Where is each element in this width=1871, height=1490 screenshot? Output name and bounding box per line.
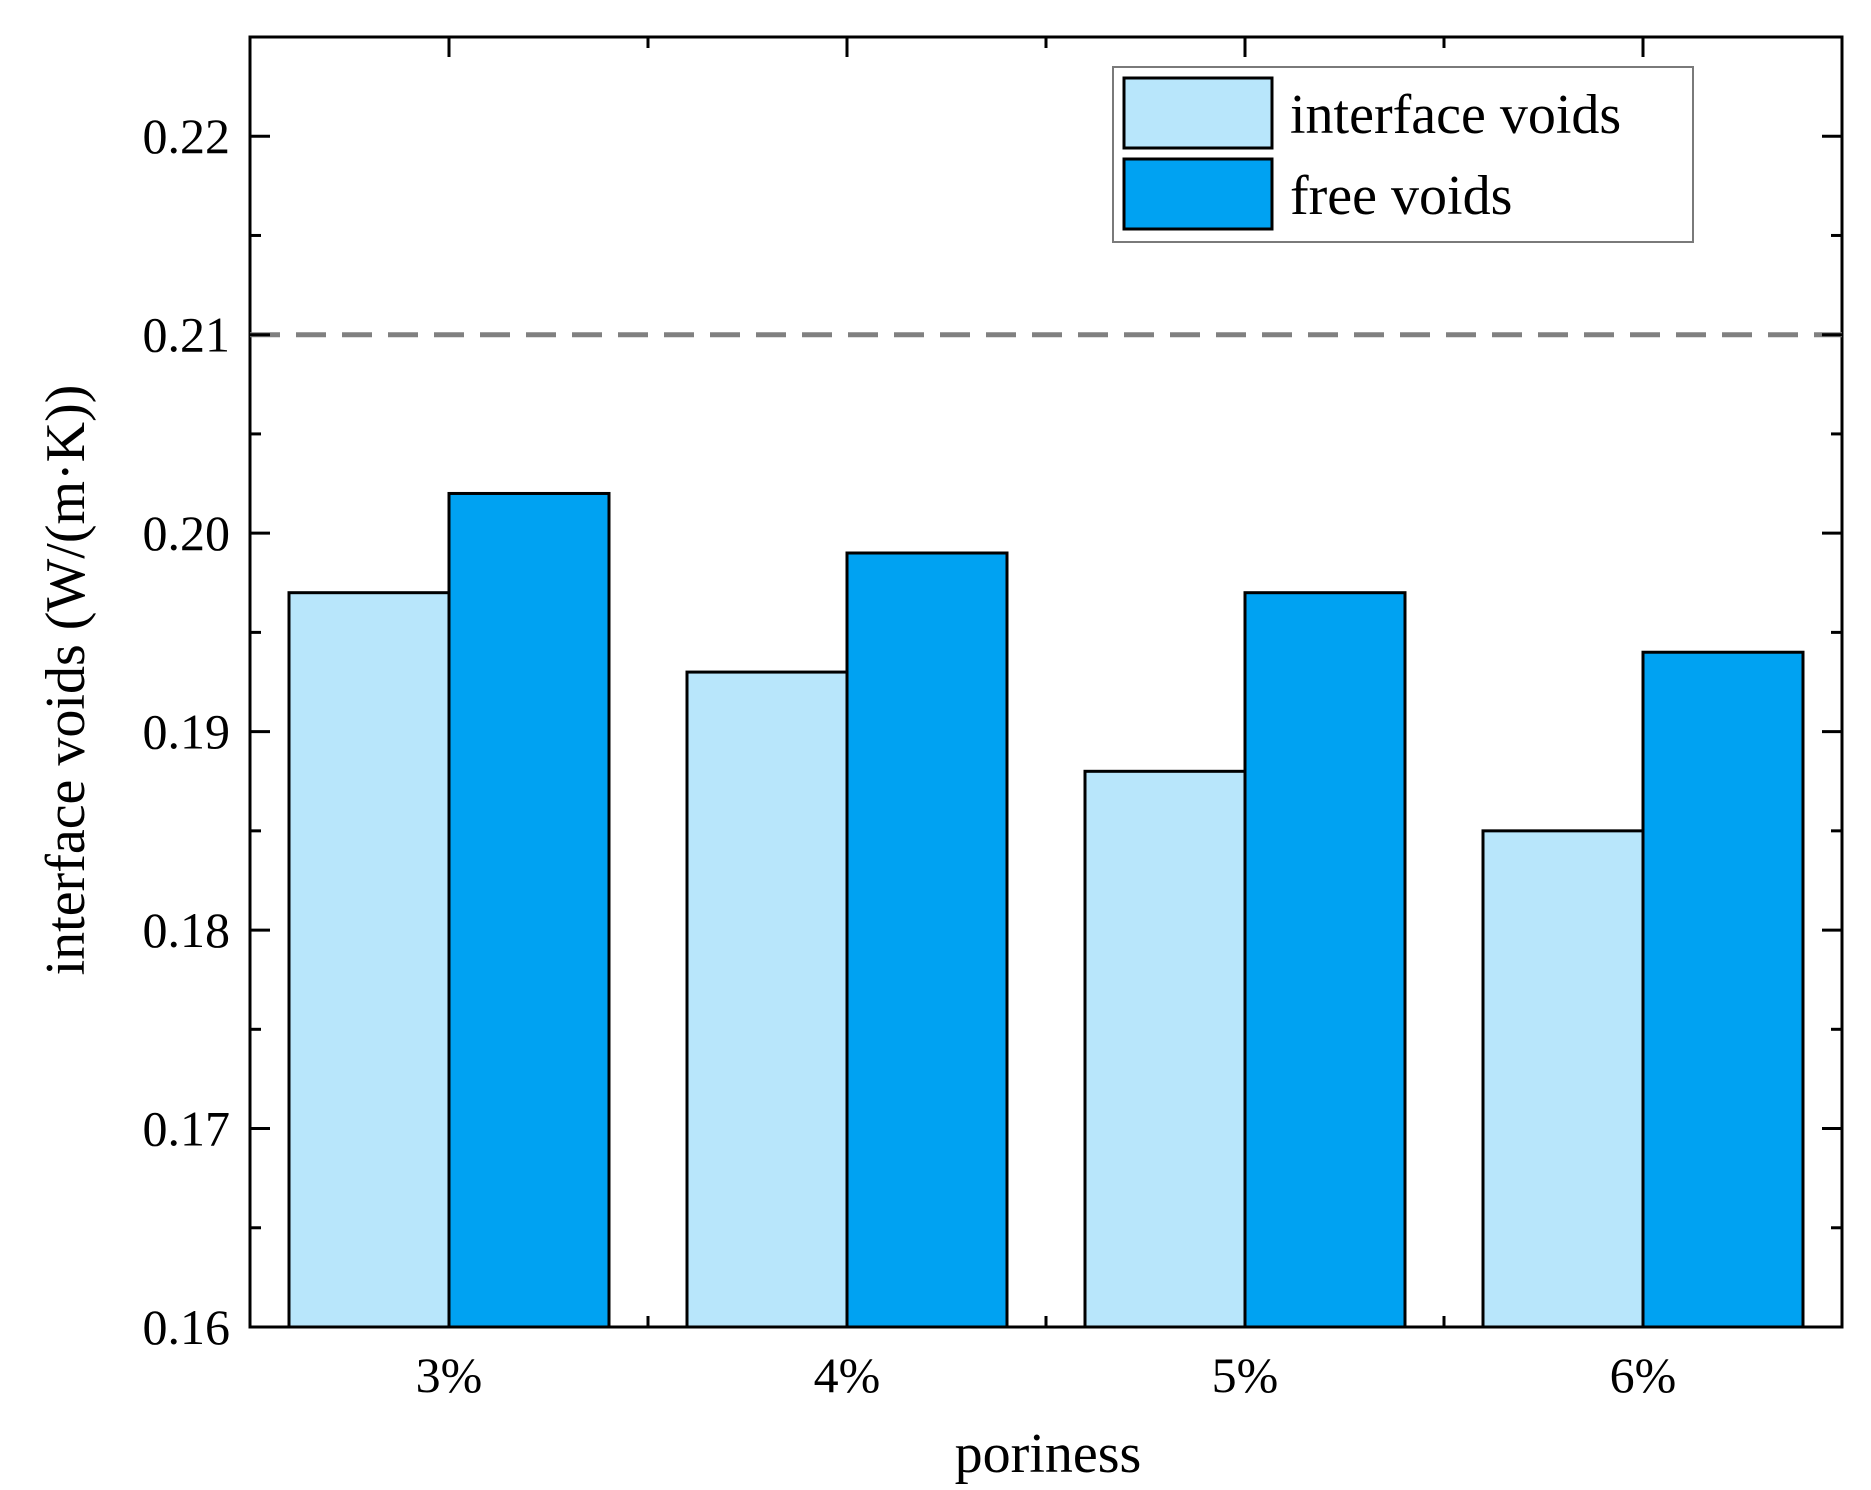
x-tick-labels: 3% 4% 5% 6% bbox=[416, 1347, 1677, 1403]
y-tick-label: 0.21 bbox=[143, 307, 231, 363]
x-tick-label: 4% bbox=[814, 1347, 881, 1403]
y-tick-label: 0.18 bbox=[143, 902, 231, 958]
x-axis-label: poriness bbox=[955, 1423, 1142, 1485]
ticks-group bbox=[250, 37, 1842, 1329]
bar-interface-voids-6pct bbox=[1481, 829, 1645, 1329]
bar-free-voids-3pct bbox=[447, 491, 611, 1329]
bar-free-voids-5pct bbox=[1243, 591, 1407, 1329]
legend-label-interface-voids: interface voids bbox=[1290, 84, 1621, 146]
bar-free-voids-6pct bbox=[1641, 650, 1805, 1329]
y-tick-label: 0.19 bbox=[143, 704, 231, 760]
y-tick-label: 0.20 bbox=[143, 505, 231, 561]
legend-label-free-voids: free voids bbox=[1290, 165, 1512, 227]
y-tick-label: 0.17 bbox=[143, 1101, 231, 1157]
x-tick-label: 6% bbox=[1610, 1347, 1677, 1403]
y-tick-label: 0.22 bbox=[143, 108, 231, 164]
bar-free-voids-4pct bbox=[845, 551, 1009, 1329]
bars-group bbox=[287, 491, 1805, 1329]
x-tick-label: 3% bbox=[416, 1347, 483, 1403]
legend-swatch-free-voids bbox=[1122, 157, 1274, 231]
legend-swatch-interface-voids bbox=[1122, 76, 1274, 150]
y-axis-label: interface voids (W/(m·K)) bbox=[35, 385, 97, 976]
legend: interface voids free voids bbox=[1112, 66, 1694, 243]
y-tick-labels: 0.16 0.17 0.18 0.19 0.20 0.21 0.22 bbox=[143, 108, 231, 1355]
bar-interface-voids-5pct bbox=[1083, 769, 1247, 1329]
x-tick-label: 5% bbox=[1212, 1347, 1279, 1403]
bar-interface-voids-3pct bbox=[287, 591, 451, 1329]
bar-interface-voids-4pct bbox=[685, 670, 849, 1329]
y-tick-label: 0.16 bbox=[143, 1299, 231, 1355]
